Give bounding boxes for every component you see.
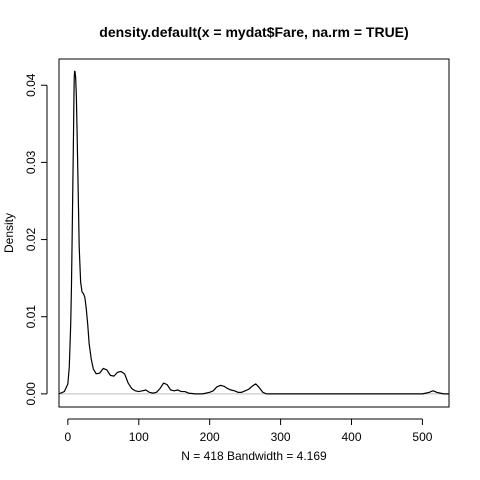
x-axis: 0 100 200 300 400 500: [65, 418, 433, 444]
plot-frame: [58, 58, 450, 408]
x-tick-label: 0: [65, 430, 72, 444]
y-tick-label: 0.02: [24, 228, 38, 252]
x-tick-label: 300: [271, 430, 291, 444]
x-axis-label: N = 418 Bandwidth = 4.169: [181, 449, 327, 463]
x-tick-label: 200: [200, 430, 220, 444]
y-tick-label: 0.00: [24, 382, 38, 406]
x-tick-label: 100: [129, 430, 149, 444]
chart-title: density.default(x = mydat$Fare, na.rm = …: [99, 24, 408, 40]
y-tick-label: 0.03: [24, 150, 38, 174]
y-tick-label: 0.04: [24, 73, 38, 97]
y-axis: 0.00 0.01 0.02 0.03 0.04: [24, 73, 48, 406]
y-tick-label: 0.01: [24, 305, 38, 329]
x-tick-label: 400: [341, 430, 361, 444]
density-curve: [58, 70, 449, 395]
y-axis-label: Density: [2, 213, 16, 253]
x-tick-label: 500: [412, 430, 432, 444]
